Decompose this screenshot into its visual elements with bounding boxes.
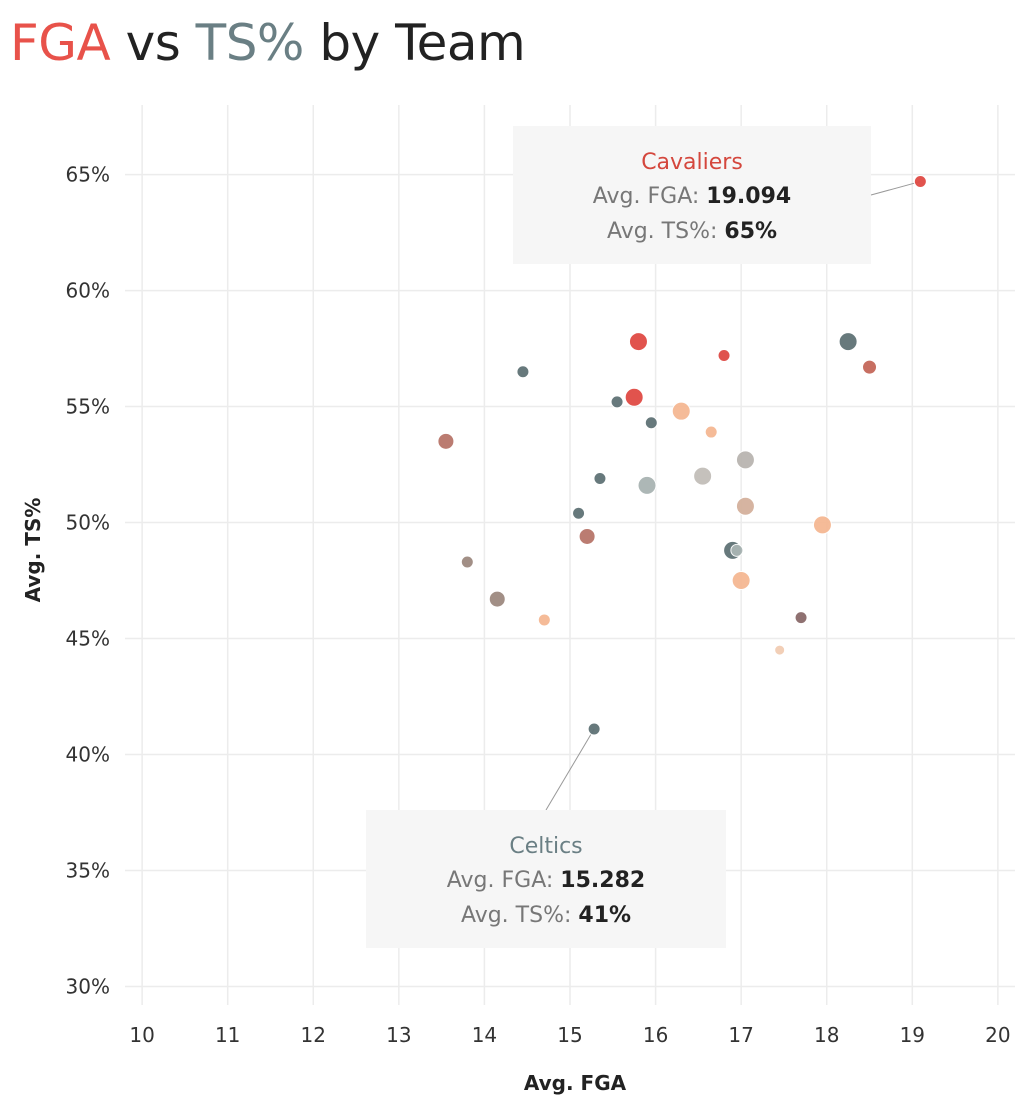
y-tick-label: 50% [66, 511, 110, 535]
annotation-fga: Avg. FGA: 19.094 [593, 184, 791, 209]
data-points [437, 175, 927, 736]
scatter-point [644, 416, 658, 430]
x-tick-label: 13 [386, 1023, 411, 1047]
scatter-point [610, 395, 624, 409]
annotations: Cavaliers Avg. FGA: 19.094 Avg. TS%: 65% Ce… [366, 126, 871, 948]
scatter-point [624, 387, 644, 407]
x-tick-label: 11 [215, 1023, 240, 1047]
annotation-box [366, 810, 726, 948]
scatter-point [488, 590, 506, 608]
y-tick-label: 40% [66, 742, 110, 766]
y-tick-label: 35% [66, 858, 110, 882]
annotation-fga-label: Avg. FGA: [447, 868, 561, 893]
annotation-box [513, 126, 871, 264]
x-tick-label: 14 [472, 1023, 497, 1047]
x-tick-label: 12 [301, 1023, 326, 1047]
x-tick-label: 18 [814, 1023, 839, 1047]
scatter-point [812, 515, 832, 535]
annotation-ts: Avg. TS%: 65% [607, 219, 777, 244]
scatter-point [671, 401, 691, 421]
scatter-point [537, 613, 551, 627]
scatter-point [460, 555, 474, 569]
annotation-ts-label: Avg. TS%: [607, 219, 724, 244]
x-tick-label: 19 [900, 1023, 925, 1047]
scatter-point [735, 496, 755, 516]
x-tick-label: 15 [557, 1023, 582, 1047]
annotation-team: Celtics [509, 834, 582, 859]
scatter-point [637, 475, 657, 495]
scatter-point [774, 644, 786, 656]
annotation-ts-value: 65% [724, 219, 777, 244]
x-tick-label: 17 [728, 1023, 753, 1047]
annotation-ts: Avg. TS%: 41% [461, 903, 631, 928]
scatter-point [794, 611, 808, 625]
scatter-point [913, 175, 927, 189]
chart-title: FGA vs TS% by Team [10, 14, 526, 72]
scatter-point [437, 432, 455, 450]
scatter-point [862, 359, 878, 375]
annotation-leader [870, 181, 921, 196]
scatter-point [735, 450, 755, 470]
annotation-fga-label: Avg. FGA: [593, 184, 707, 209]
y-tick-label: 30% [66, 974, 110, 998]
annotation-cavaliers: Cavaliers Avg. FGA: 19.094 Avg. TS%: 65% [513, 126, 871, 264]
scatter-point [572, 506, 586, 520]
scatter-point [717, 349, 731, 363]
y-tick-label: 55% [66, 395, 110, 419]
annotation-fga-value: 19.094 [706, 184, 791, 209]
y-tick-label: 60% [66, 279, 110, 303]
axis-ticks: 10 11 12 13 14 15 16 17 18 19 20 30% 35% 40% 45% 50% 55%… [66, 163, 1011, 1047]
x-tick-label: 16 [643, 1023, 668, 1047]
x-tick-label: 20 [985, 1023, 1010, 1047]
scatter-point [838, 332, 858, 352]
annotation-ts-value: 41% [578, 903, 631, 928]
annotation-celtics: Celtics Avg. FGA: 15.282 Avg. TS%: 41% [366, 810, 726, 948]
x-axis-title: Avg. FGA [524, 1071, 627, 1095]
y-tick-label: 45% [66, 627, 110, 651]
scatter-point [593, 471, 607, 485]
y-tick-label: 65% [66, 163, 110, 187]
annotation-team: Cavaliers [641, 150, 743, 175]
annotation-ts-label: Avg. TS%: [461, 903, 578, 928]
x-tick-label: 10 [129, 1023, 154, 1047]
annotation-leaders [545, 181, 921, 811]
scatter-point [731, 571, 751, 591]
annotation-leader [545, 728, 595, 811]
scatter-point [704, 425, 718, 439]
scatter-point [628, 332, 648, 352]
scatter-point [516, 365, 530, 379]
title-fga: FGA [10, 14, 111, 72]
title-ts: TS% [195, 14, 305, 72]
scatter-point [587, 722, 601, 736]
y-axis-title: Avg. TS% [21, 498, 45, 603]
annotation-fga: Avg. FGA: 15.282 [447, 868, 645, 893]
scatter-point [693, 466, 713, 486]
title-vs: vs [110, 14, 196, 72]
title-by-team: by Team [303, 14, 526, 72]
scatter-point [730, 543, 744, 557]
annotation-fga-value: 15.282 [560, 868, 645, 893]
scatter-point [578, 527, 596, 545]
